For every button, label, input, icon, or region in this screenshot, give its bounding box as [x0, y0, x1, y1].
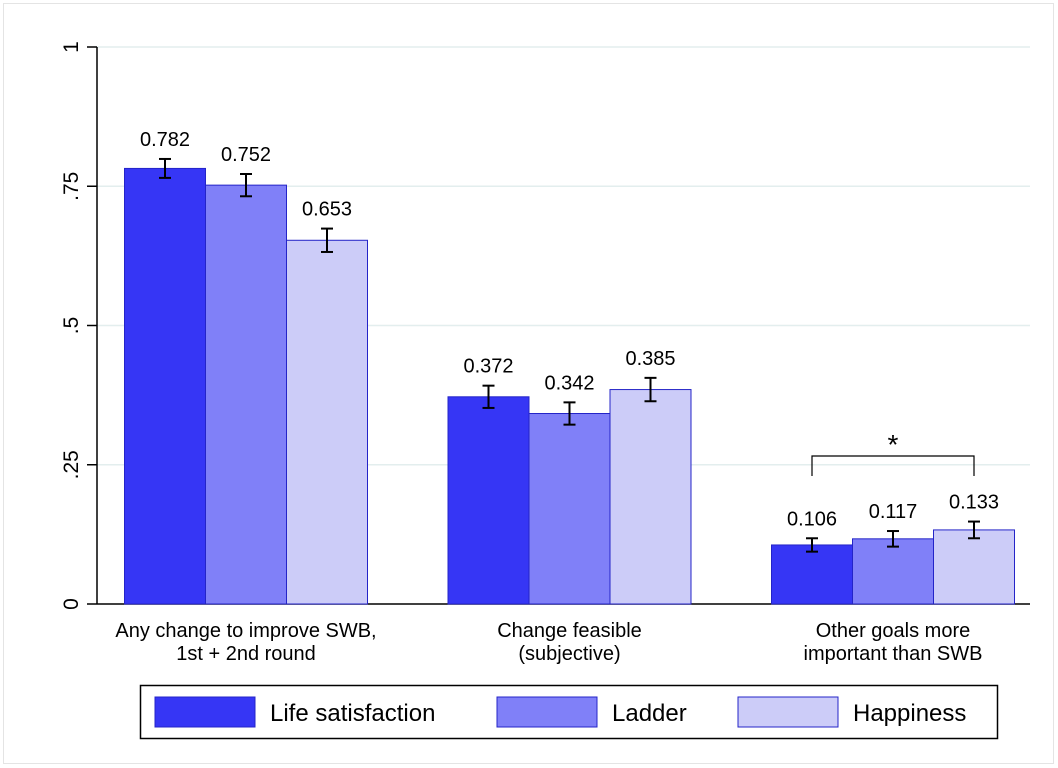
legend-swatch	[154, 696, 256, 728]
legend-swatch	[496, 696, 598, 728]
significance-bracket	[811, 455, 975, 476]
value-label: 0.342	[544, 372, 594, 394]
bar	[447, 396, 530, 605]
bar	[205, 184, 287, 605]
bar	[771, 544, 853, 605]
legend-swatch	[737, 696, 839, 728]
x-tick-label: Any change to improve SWB, 1st + 2nd roun…	[115, 620, 376, 665]
y-tick-label: .25	[60, 450, 83, 479]
bar	[286, 239, 368, 605]
value-label: 0.385	[625, 348, 675, 370]
bar	[609, 389, 692, 605]
y-tick-label: .5	[60, 317, 83, 335]
value-label: 0.782	[140, 129, 190, 151]
y-tick-label: .75	[60, 172, 83, 201]
value-label: 0.752	[221, 144, 271, 166]
value-label: 0.372	[463, 356, 513, 378]
legend-label: Ladder	[612, 700, 687, 727]
bar	[933, 529, 1015, 605]
y-tick-label: 1	[60, 41, 83, 53]
x-tick-label: Change feasible (subjective)	[497, 620, 642, 665]
legend-label: Happiness	[853, 700, 966, 727]
y-tick-label: 0	[60, 598, 83, 610]
value-label: 0.106	[787, 508, 837, 530]
annotation: *	[888, 429, 899, 460]
bar	[124, 167, 206, 605]
value-label: 0.133	[949, 492, 999, 514]
bar	[528, 413, 611, 605]
value-label: 0.653	[302, 199, 352, 221]
bar	[852, 538, 934, 605]
legend-label: Life satisfaction	[270, 700, 435, 727]
value-label: 0.117	[869, 501, 918, 523]
x-tick-label: Other goals more important than SWB	[804, 620, 983, 665]
